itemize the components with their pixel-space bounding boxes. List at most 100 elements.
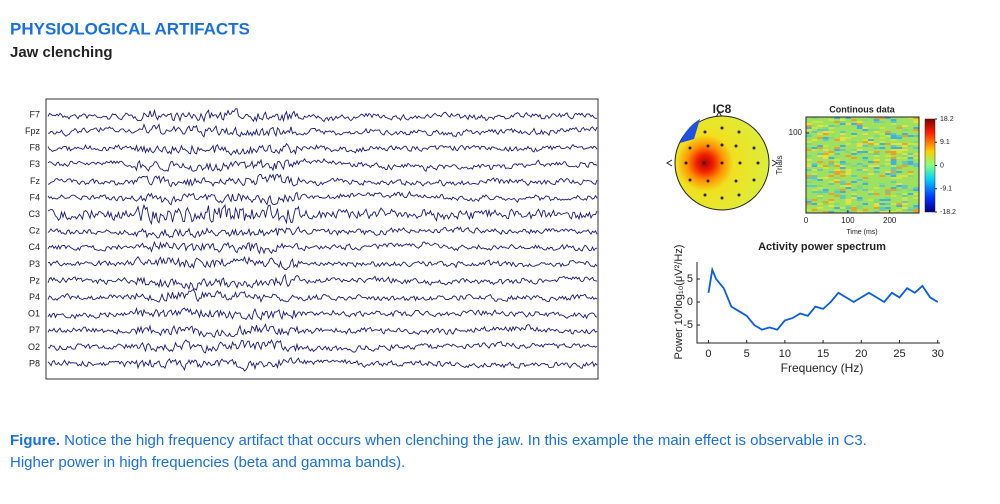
- heatmap-cell: [806, 185, 812, 187]
- heatmap-cell: [879, 203, 886, 205]
- channel-label: C4: [28, 242, 40, 252]
- y-tick-label: -5: [683, 319, 693, 331]
- heatmap-cell: [845, 211, 852, 213]
- heatmap-cell: [806, 181, 812, 183]
- channel-label: Pz: [29, 275, 40, 285]
- eeg-trace: [47, 240, 598, 255]
- heatmap-cell: [902, 125, 908, 127]
- heatmap-cell: [856, 143, 863, 145]
- heatmap-cell: [896, 189, 903, 191]
- heatmap-cell: [879, 173, 886, 175]
- heatmap-cell: [834, 121, 840, 123]
- heatmap-cell: [873, 167, 880, 169]
- heatmap-cell: [868, 193, 874, 195]
- heatmap-cell: [839, 207, 846, 209]
- heatmap-cell: [834, 179, 840, 181]
- heatmap-cell: [851, 207, 857, 209]
- heatmap-cell: [822, 191, 829, 193]
- heatmap-cell: [885, 151, 891, 153]
- heatmap-cell: [913, 195, 919, 197]
- heatmap-cell: [851, 193, 857, 195]
- heatmap-cell: [885, 157, 891, 159]
- heatmap-cell: [890, 143, 897, 145]
- heatmap-cell: [851, 203, 857, 205]
- heatmap-cell: [885, 163, 891, 165]
- page-title: PHYSIOLOGICAL ARTIFACTS: [10, 19, 250, 38]
- heatmap-cell: [896, 201, 903, 203]
- heatmap-cell: [822, 127, 829, 129]
- heatmap-cell: [885, 193, 891, 195]
- heatmap-cell: [834, 169, 840, 171]
- heatmap-cell: [851, 189, 857, 191]
- heatmap-cell: [828, 193, 835, 195]
- heatmap-cell: [862, 209, 869, 211]
- heatmap-cell: [834, 165, 840, 167]
- heatmap-cell: [890, 157, 897, 159]
- eeg-trace: [47, 173, 598, 188]
- heatmap-cell: [834, 143, 840, 145]
- spectrum-line: [707, 266, 939, 331]
- heatmap-cell: [868, 151, 874, 153]
- heatmap-cell: [828, 183, 835, 185]
- heatmap-cell: [834, 139, 840, 141]
- channel-label: Cz: [29, 226, 40, 236]
- heatmap-cell: [896, 175, 903, 177]
- heatmap-cell: [862, 169, 869, 171]
- heatmap-cell: [896, 167, 903, 169]
- x-tick-label: 100: [841, 216, 855, 225]
- heatmap-cell: [828, 155, 835, 157]
- heatmap-cell: [862, 189, 869, 191]
- heatmap-cell: [902, 151, 908, 153]
- heatmap-cell: [862, 181, 869, 183]
- heatmap-cell: [851, 181, 857, 183]
- heatmap-cell: [913, 189, 919, 191]
- heatmap-cell: [902, 153, 908, 155]
- eeg-trace: [47, 142, 598, 156]
- heatmap-cell: [845, 173, 852, 175]
- heatmap-cell: [885, 209, 891, 211]
- heatmap-cell: [828, 127, 835, 129]
- heatmap-cell: [817, 161, 823, 163]
- x-tick-label: 0: [705, 348, 711, 360]
- heatmap-cell: [839, 121, 846, 123]
- heatmap-cell: [822, 145, 829, 147]
- heatmap-cell: [822, 139, 829, 141]
- heatmap-cell: [806, 175, 812, 177]
- heatmap-cell: [879, 175, 886, 177]
- heatmap-cell: [851, 209, 857, 211]
- heatmap-cell: [913, 197, 919, 199]
- heatmap-cell: [822, 211, 829, 213]
- heatmap-cell: [806, 201, 812, 203]
- heatmap-cell: [890, 167, 897, 169]
- heatmap-cell: [828, 119, 835, 121]
- heatmap-cell: [902, 147, 908, 149]
- heatmap-cell: [862, 119, 869, 121]
- heatmap-cell: [907, 155, 914, 157]
- eeg-trace: [47, 306, 598, 321]
- heatmap-cell: [890, 163, 897, 165]
- heatmap-cell: [890, 127, 897, 129]
- heatmap-cell: [839, 161, 846, 163]
- heatmap-cell: [873, 155, 880, 157]
- heatmap-cell: [873, 135, 880, 137]
- heatmap-cell: [851, 177, 857, 179]
- heatmap-cell: [868, 143, 874, 145]
- heatmap-cell: [851, 165, 857, 167]
- heatmap-cell: [907, 209, 914, 211]
- heatmap-cell: [817, 153, 823, 155]
- heatmap-cell: [839, 167, 846, 169]
- colorbar-tick-label: 9.1: [940, 139, 950, 146]
- heatmap-cell: [896, 123, 903, 125]
- heatmap-cell: [811, 173, 818, 175]
- heatmap-cell: [890, 149, 897, 151]
- heatmap-cell: [873, 119, 880, 121]
- heatmap-cell: [879, 211, 886, 213]
- heatmap-cell: [806, 199, 812, 201]
- heatmap-cell: [913, 117, 919, 119]
- heatmap-cell: [890, 189, 897, 191]
- heatmap-cell: [862, 165, 869, 167]
- heatmap-cell: [896, 151, 903, 153]
- heatmap-cell: [811, 121, 818, 123]
- heatmap-cell: [879, 199, 886, 201]
- heatmap-cell: [896, 193, 903, 195]
